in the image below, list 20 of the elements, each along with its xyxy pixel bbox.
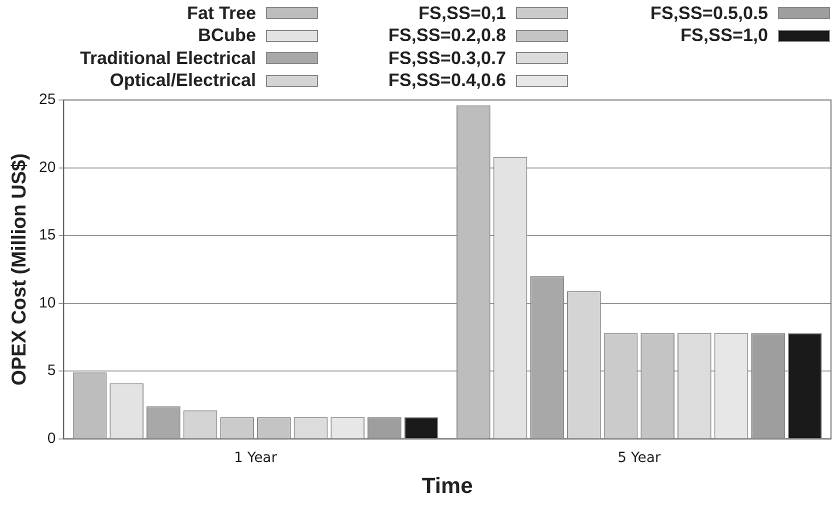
legend-label: FS,SS=0.2,0.8	[388, 25, 506, 46]
y-tick-label: 10	[38, 294, 56, 312]
y-tick-label: 25	[38, 91, 56, 108]
legend-label: FS,SS=0.3,0.7	[388, 48, 506, 68]
legend-label: FS,SS=0.4,0.6	[388, 70, 506, 91]
x-axis-title: Time	[422, 472, 473, 498]
legend-label: FS,SS=0.5,0.5	[650, 2, 768, 24]
y-tick-label: 15	[38, 226, 56, 244]
legend-label: FS,SS=1,0	[680, 25, 768, 46]
y-tick-label: 0	[47, 430, 56, 447]
legend-label: Traditional Electrical	[80, 48, 256, 68]
y-axis-title: OPEX Cost (Million US$)	[8, 153, 31, 386]
legend-label: Optical/Electrical	[110, 70, 256, 91]
legend-label: BCube	[198, 25, 256, 46]
x-tick-label: 5 Year	[618, 450, 661, 466]
x-tick-label: 1 Year	[234, 450, 278, 466]
y-tick-label: 20	[38, 158, 56, 176]
legend-label: Fat Tree	[186, 2, 256, 24]
y-tick-label: 5	[47, 362, 56, 380]
legend-label: FS,SS=0,1	[418, 2, 506, 24]
